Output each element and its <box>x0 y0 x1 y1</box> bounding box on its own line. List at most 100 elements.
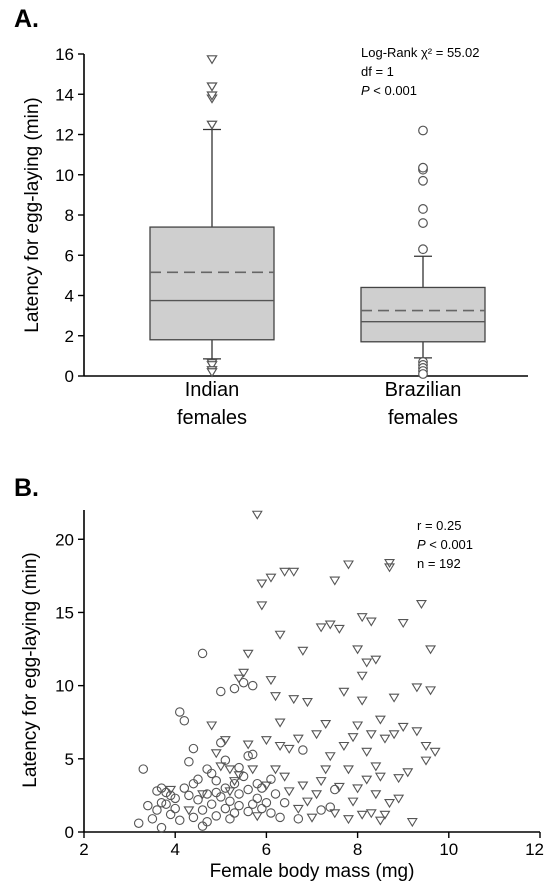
panel-b-y-tick-label: 10 <box>55 677 74 696</box>
scatter-point <box>397 618 409 629</box>
scatter-point <box>279 797 290 808</box>
scatter-point <box>356 671 368 681</box>
scatter-point <box>184 756 194 767</box>
scatter-point <box>283 744 295 754</box>
scatter-point <box>338 687 350 697</box>
scatter-point <box>402 768 414 778</box>
outlier-point <box>206 55 218 65</box>
panel-a-group-labels: Indian females Brazilian females <box>177 379 461 429</box>
scatter-point <box>161 799 171 809</box>
panel-b-label: B. <box>14 474 39 502</box>
panel-b-x-tick-label: 4 <box>170 840 179 859</box>
scatter-point <box>397 722 409 732</box>
scatter-point <box>370 762 382 772</box>
scatter-point <box>270 789 281 799</box>
scatter-point <box>156 822 167 833</box>
panel-a-y-tick-label: 12 <box>55 126 74 145</box>
panel-a-annotation-line2: df = 1 <box>361 64 394 79</box>
outlier-point <box>418 162 428 173</box>
scatter-point <box>329 576 341 586</box>
scatter-point <box>320 765 332 775</box>
scatter-point <box>279 772 291 782</box>
scatter-point <box>311 730 323 740</box>
group-label-indian-line1: Indian <box>185 379 240 401</box>
scatter-point <box>420 741 432 751</box>
scatter-point <box>229 777 240 787</box>
scatter-point <box>343 765 354 775</box>
panel-a-label: A. <box>14 5 39 33</box>
scatter-point <box>320 719 332 730</box>
scatter-point <box>306 813 318 823</box>
panel-a-y-axis-label: Latency for egg-laying (min) <box>22 97 43 333</box>
scatter-point <box>206 721 218 731</box>
panel-b-annotation-p: P <box>417 537 426 552</box>
scatter-point <box>215 762 227 772</box>
scatter-point <box>411 727 423 737</box>
scatter-point <box>301 698 313 708</box>
box-group-brazilian <box>360 125 486 379</box>
scatter-point <box>170 793 180 804</box>
scatter-point <box>406 818 418 828</box>
scatter-point <box>197 790 209 800</box>
scatter-point <box>315 777 327 787</box>
panel-a-boxes <box>149 55 486 379</box>
group-label-brazilian-line1: Brazilian <box>385 379 462 401</box>
scatter-point <box>220 755 231 766</box>
scatter-point <box>329 809 341 819</box>
panel-b-x-tick-label: 6 <box>262 840 271 859</box>
scatter-point <box>243 784 253 795</box>
scatter-point <box>293 814 304 824</box>
scatter-point <box>266 774 276 785</box>
scatter-point <box>379 810 391 820</box>
scatter-point <box>247 749 258 760</box>
panel-b-points <box>133 510 441 833</box>
panel-a-annotation-p: P <box>361 83 370 98</box>
scatter-point <box>257 803 267 814</box>
scatter-point <box>211 776 221 786</box>
panel-a-y-ticks: 0 2 4 6 8 10 12 14 16 <box>55 45 84 386</box>
scatter-point <box>356 696 368 706</box>
panel-a-annotation: Log-Rank χ² = 55.02 df = 1 P < 0.001 <box>361 45 479 98</box>
scatter-point <box>288 567 300 577</box>
panel-b-annotation: r = 0.25 P < 0.001 n = 192 <box>417 518 473 571</box>
scatter-point <box>324 620 336 630</box>
outlier-point <box>206 368 218 378</box>
scatter-point <box>188 812 199 823</box>
scatter-point <box>370 655 382 665</box>
scatter-point <box>361 747 373 757</box>
panel-a-y-tick-label: 10 <box>55 166 74 185</box>
scatter-point <box>365 617 377 627</box>
scatter-point <box>197 805 208 815</box>
scatter-point <box>243 751 253 761</box>
scatter-point <box>260 736 272 746</box>
scatter-point <box>411 683 423 693</box>
panel-a-annotation-line1: Log-Rank χ² = 55.02 <box>361 45 479 60</box>
box-iqr <box>360 286 486 343</box>
scatter-point <box>224 765 236 775</box>
panel-b-annotation-p-value: < 0.001 <box>426 537 473 552</box>
scatter-point <box>370 790 382 800</box>
scatter-point <box>224 787 236 797</box>
scatter-point <box>229 683 240 694</box>
panel-b-y-axis-label: Latency for egg-laying (min) <box>20 552 41 788</box>
panel-a-y-tick-label: 8 <box>65 206 74 225</box>
scatter-point <box>234 762 244 773</box>
scatter-point <box>175 815 185 826</box>
scatter-point <box>388 693 400 703</box>
scatter-point <box>184 790 194 801</box>
scatter-point <box>188 743 199 754</box>
scatter-point <box>356 810 368 820</box>
scatter-series-triangle-down <box>165 510 441 828</box>
outlier-point <box>418 125 428 136</box>
scatter-point <box>352 721 364 731</box>
outlier-point <box>206 82 218 92</box>
scatter-point <box>415 599 427 610</box>
scatter-point <box>234 789 244 799</box>
scatter-point <box>261 797 272 808</box>
scatter-point <box>324 752 336 762</box>
scatter-point <box>175 707 185 717</box>
scatter-point <box>251 812 263 822</box>
scatter-point <box>384 558 395 569</box>
scatter-point <box>216 686 226 697</box>
scatter-point <box>425 686 437 696</box>
